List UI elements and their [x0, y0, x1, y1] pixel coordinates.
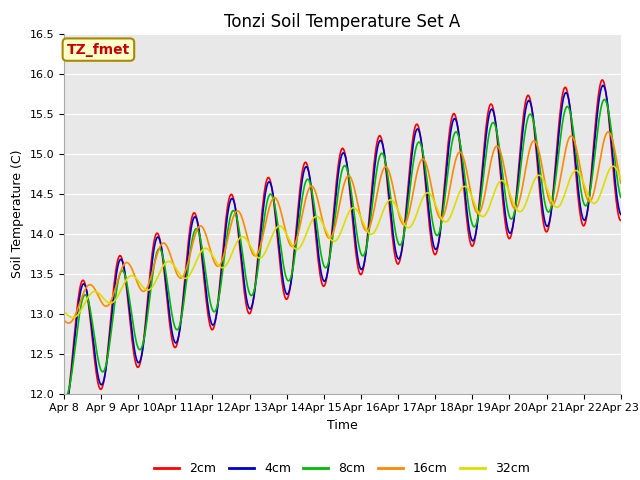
32cm	[428, 192, 435, 198]
2cm	[184, 243, 192, 249]
8cm	[214, 299, 222, 305]
16cm	[65, 320, 72, 326]
2cm	[410, 129, 418, 134]
16cm	[411, 181, 419, 187]
Title: Tonzi Soil Temperature Set A: Tonzi Soil Temperature Set A	[224, 12, 461, 31]
8cm	[128, 315, 136, 321]
Line: 32cm: 32cm	[64, 166, 621, 318]
8cm	[185, 260, 193, 266]
Line: 2cm: 2cm	[64, 80, 621, 414]
32cm	[617, 176, 625, 182]
16cm	[428, 182, 435, 188]
8cm	[61, 394, 69, 399]
8cm	[411, 151, 419, 156]
4cm	[214, 306, 221, 312]
2cm	[598, 77, 606, 83]
Y-axis label: Soil Temperature (C): Soil Temperature (C)	[11, 149, 24, 278]
32cm	[60, 309, 68, 315]
Line: 16cm: 16cm	[64, 132, 621, 323]
4cm	[617, 212, 625, 217]
4cm	[60, 406, 68, 412]
2cm	[70, 336, 78, 341]
8cm	[617, 194, 625, 200]
4cm	[184, 252, 192, 257]
4cm	[127, 323, 135, 329]
Legend: 2cm, 4cm, 8cm, 16cm, 32cm: 2cm, 4cm, 8cm, 16cm, 32cm	[150, 457, 535, 480]
4cm	[70, 343, 78, 348]
8cm	[60, 392, 68, 398]
32cm	[411, 216, 419, 222]
16cm	[605, 129, 612, 135]
32cm	[609, 163, 617, 169]
4cm	[410, 137, 418, 143]
32cm	[68, 315, 76, 321]
32cm	[71, 314, 79, 320]
16cm	[214, 264, 222, 269]
16cm	[71, 313, 79, 319]
2cm	[127, 331, 135, 337]
2cm	[426, 231, 434, 237]
2cm	[617, 217, 625, 223]
32cm	[185, 273, 193, 279]
8cm	[428, 209, 435, 215]
8cm	[71, 347, 79, 353]
4cm	[599, 83, 607, 88]
16cm	[185, 257, 193, 263]
4cm	[426, 222, 434, 228]
Line: 8cm: 8cm	[64, 99, 621, 396]
Text: TZ_fmet: TZ_fmet	[67, 43, 130, 57]
X-axis label: Time: Time	[327, 419, 358, 432]
16cm	[128, 266, 136, 272]
8cm	[601, 96, 609, 102]
16cm	[617, 180, 625, 186]
32cm	[128, 273, 136, 278]
16cm	[60, 317, 68, 323]
2cm	[214, 304, 221, 310]
Line: 4cm: 4cm	[64, 85, 621, 409]
32cm	[214, 262, 222, 268]
2cm	[60, 411, 68, 417]
